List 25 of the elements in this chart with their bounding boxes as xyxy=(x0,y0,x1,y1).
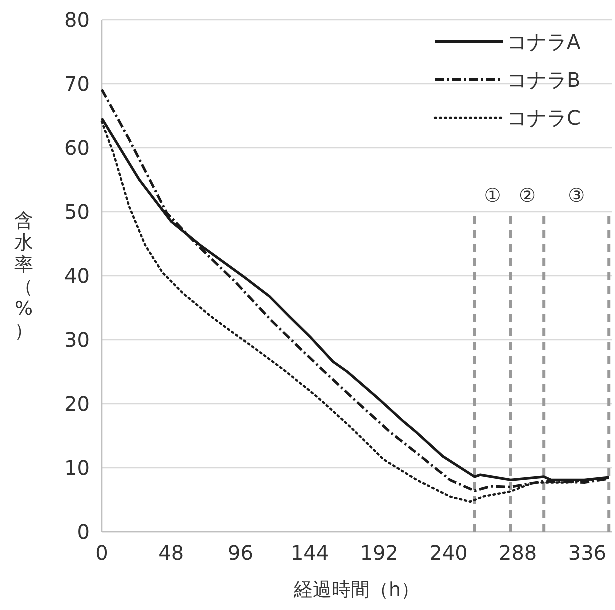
y-tick-label: 70 xyxy=(64,72,90,96)
y-tick-label: 0 xyxy=(77,520,90,544)
annotation: ③ xyxy=(568,185,586,207)
x-tick-label: 192 xyxy=(360,541,398,565)
annotation: ① xyxy=(484,185,502,207)
y-tick-label: 80 xyxy=(64,8,90,32)
legend-label: コナラB xyxy=(507,68,581,92)
x-tick-label: 96 xyxy=(228,541,254,565)
annotation: ② xyxy=(518,185,536,207)
x-tick-label: 288 xyxy=(498,541,538,565)
x-tick-label: 48 xyxy=(158,541,184,565)
y-tick-label: 40 xyxy=(64,264,90,288)
y-tick-label: 30 xyxy=(64,328,90,352)
y-tick-label: 50 xyxy=(64,200,90,224)
x-axis-title: 経過時間（h） xyxy=(292,579,420,601)
x-tick-label: 336 xyxy=(568,541,607,565)
y-tick-label: 60 xyxy=(64,136,90,160)
x-tick-label: 0 xyxy=(96,541,108,565)
legend-label: コナラC xyxy=(507,106,581,130)
y-tick-label: 20 xyxy=(64,392,90,416)
legend-label: コナラA xyxy=(507,30,581,54)
y-tick-label: 10 xyxy=(64,456,90,480)
x-tick-label: 144 xyxy=(290,541,330,565)
x-tick-label: 240 xyxy=(430,541,468,565)
y-axis-title: 含水率（%） xyxy=(14,210,34,342)
